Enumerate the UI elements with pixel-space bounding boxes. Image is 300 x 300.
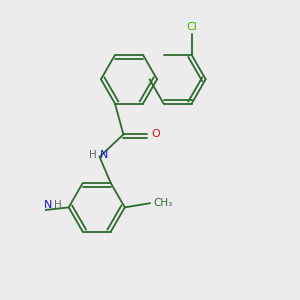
Text: CH₃: CH₃ [153, 198, 172, 208]
Text: H: H [54, 200, 62, 210]
Text: O: O [151, 129, 160, 140]
Text: N: N [44, 200, 52, 210]
Text: Cl: Cl [186, 22, 197, 32]
Text: H: H [89, 151, 97, 160]
Text: N: N [100, 151, 108, 160]
